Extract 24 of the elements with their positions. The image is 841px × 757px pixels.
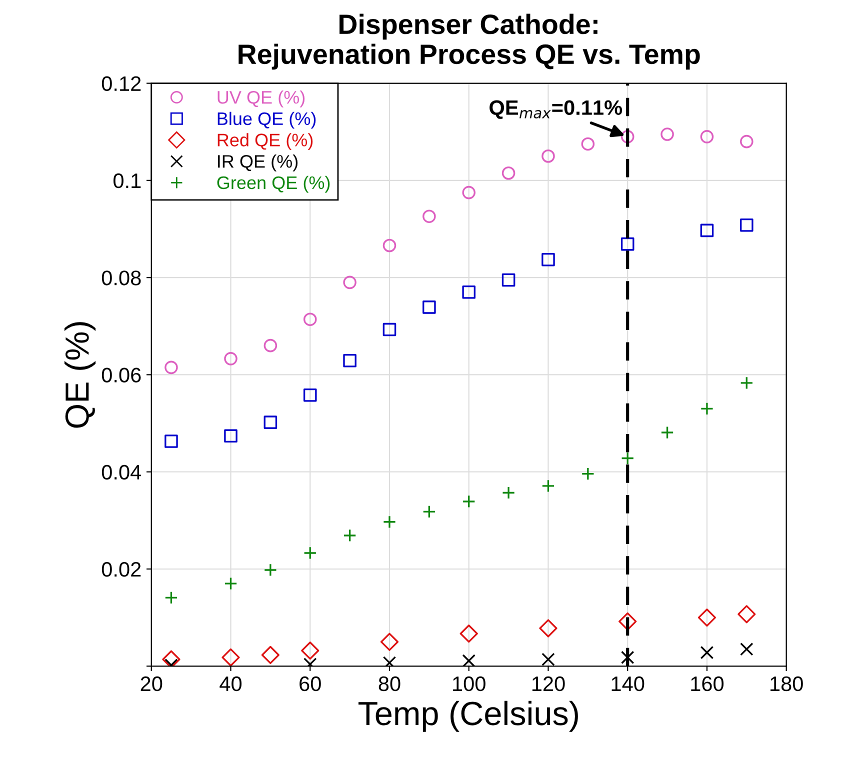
legend-label: Red QE (%) bbox=[218, 133, 313, 150]
legend-label: IR QE (%) bbox=[218, 154, 298, 172]
y-tick-label: 0.1 bbox=[114, 173, 141, 188]
chart-title: Dispenser Cathode: Rejuvenation Process QE vs. Temp bbox=[238, 14, 700, 70]
y-tick-label: 0.12 bbox=[102, 76, 141, 92]
legend-label: Green QE (%) bbox=[217, 176, 330, 193]
x-tick-label: 180 bbox=[770, 676, 803, 692]
x-tick-label: 160 bbox=[691, 676, 724, 692]
x-tick-label: 60 bbox=[300, 676, 321, 692]
x-axis-title: Temp (Celsius) bbox=[358, 700, 578, 732]
x-tick-label: 120 bbox=[532, 676, 565, 692]
y-tick-label: 0.08 bbox=[102, 270, 141, 286]
x-tick-label: 140 bbox=[612, 676, 644, 692]
legend-label: UV QE (%) bbox=[218, 90, 305, 108]
legend-label: Blue QE (%) bbox=[218, 112, 316, 129]
x-tick-label: 40 bbox=[220, 676, 242, 692]
x-tick-label: 100 bbox=[453, 676, 486, 692]
y-tick-label: 0.02 bbox=[102, 562, 141, 577]
y-tick-label: 0.06 bbox=[102, 368, 141, 382]
x-tick-label: 20 bbox=[140, 676, 162, 692]
y-axis-title: QE (%) bbox=[64, 322, 96, 428]
x-tick-label: 80 bbox=[378, 676, 400, 692]
annotation: QE$_{max}$=0.11% bbox=[490, 100, 622, 119]
y-tick-label: 0.04 bbox=[102, 464, 142, 480]
